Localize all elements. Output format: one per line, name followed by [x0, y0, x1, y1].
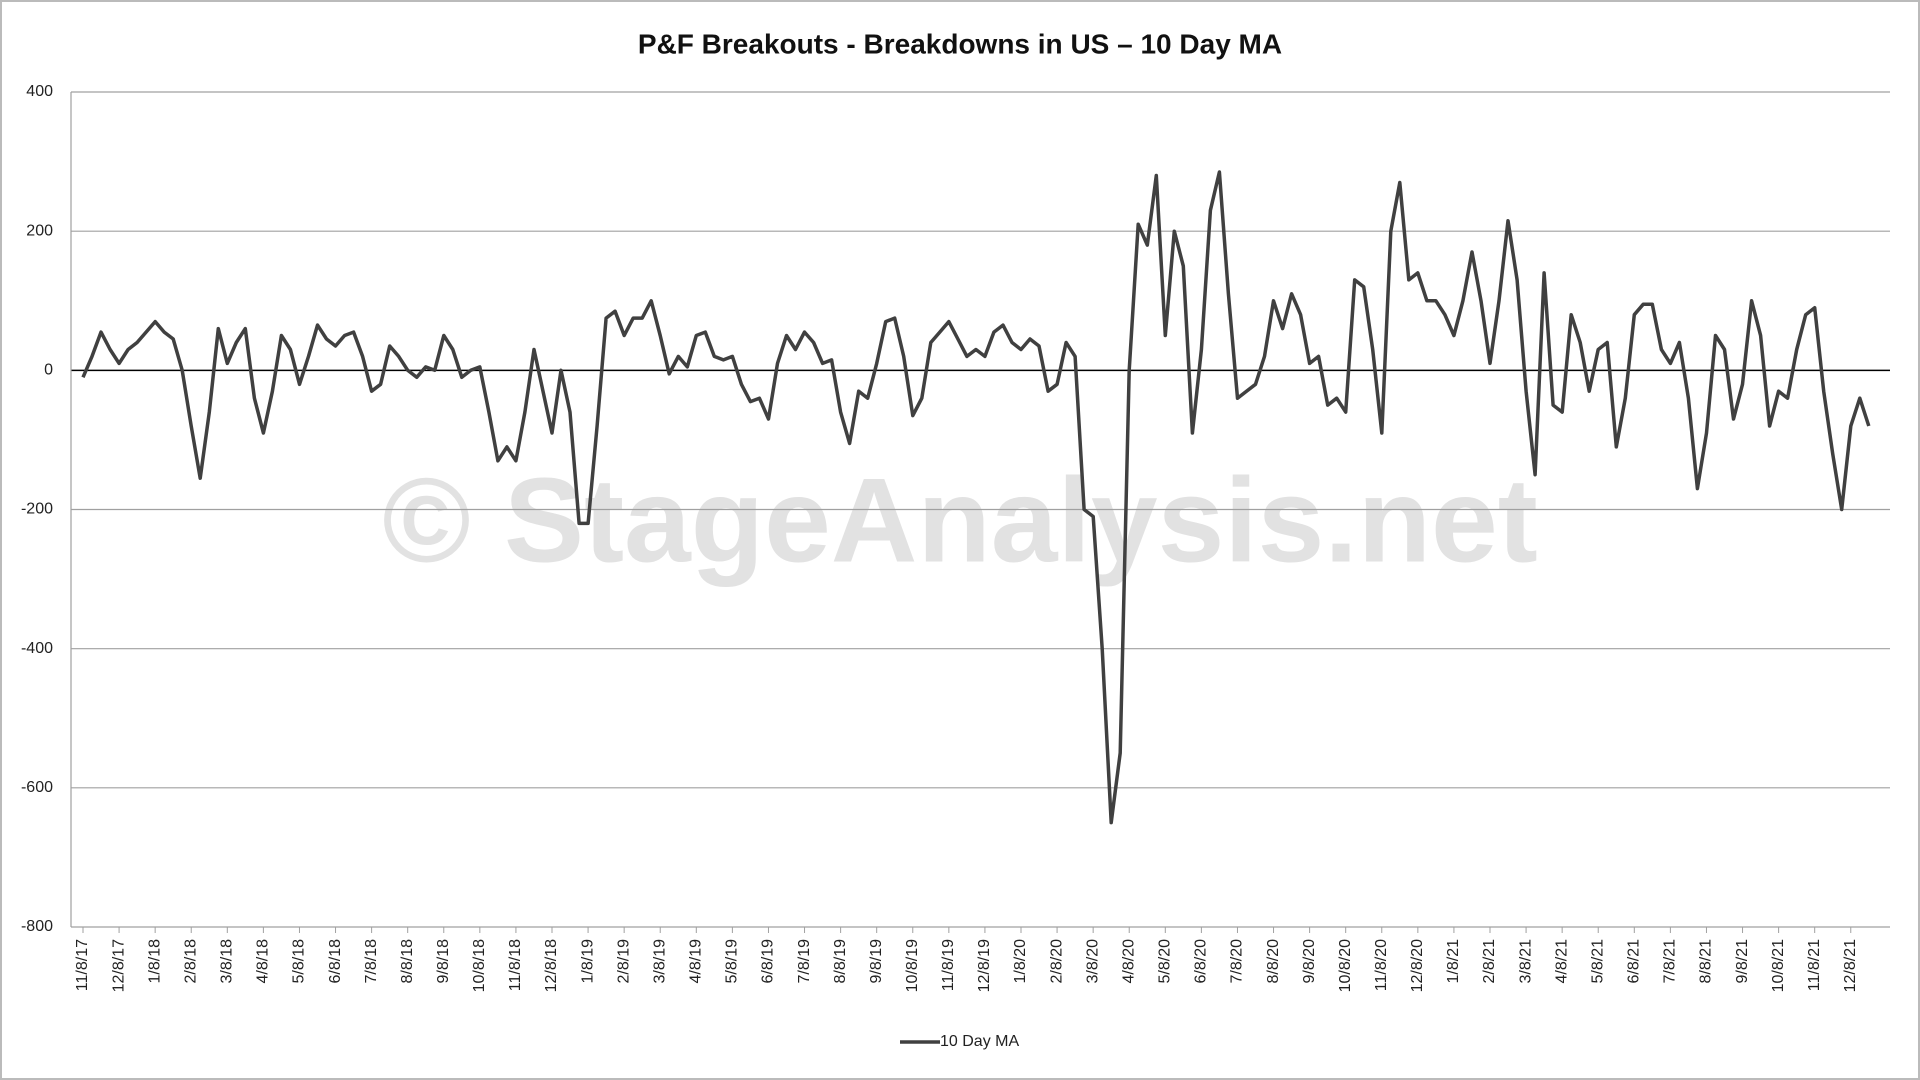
x-tick-label: 9/8/18: [435, 939, 452, 984]
x-tick-label: 12/8/17: [110, 939, 127, 992]
x-tick-label: 1/8/20: [1012, 939, 1029, 984]
legend-label: 10 Day MA: [940, 1033, 1019, 1050]
x-tick-label: 9/8/19: [868, 939, 885, 984]
y-tick-label: 200: [26, 222, 53, 239]
y-tick-label: -400: [21, 640, 53, 657]
x-tick-label: 5/8/19: [724, 939, 741, 984]
x-tick-label: 2/8/21: [1481, 939, 1498, 984]
x-tick-label: 8/8/18: [399, 939, 416, 984]
x-tick-label: 6/8/21: [1626, 939, 1643, 984]
x-tick-label: 2/8/18: [182, 939, 199, 984]
x-tick-label: 8/8/20: [1265, 939, 1282, 984]
x-tick-label: 3/8/21: [1517, 939, 1534, 984]
x-tick-label: 4/8/19: [688, 939, 705, 984]
x-tick-label: 2/8/19: [615, 939, 632, 984]
y-tick-label: -200: [21, 501, 53, 518]
watermark: © StageAnalysis.net: [382, 454, 1537, 588]
x-tick-label: 6/8/20: [1193, 939, 1210, 984]
x-tick-label: 7/8/20: [1229, 939, 1246, 984]
x-tick-label: 11/8/17: [74, 939, 91, 991]
x-tick-label: 12/8/20: [1409, 939, 1426, 992]
x-tick-label: 10/8/20: [1337, 939, 1354, 992]
x-tick-label: 4/8/18: [255, 939, 272, 984]
x-tick-label: 1/8/21: [1445, 939, 1462, 984]
x-tick-label: 7/8/21: [1662, 939, 1679, 984]
x-tick-label: 12/8/19: [976, 939, 993, 992]
x-tick-label: 6/8/18: [327, 939, 344, 984]
x-tick-label: 12/8/21: [1842, 939, 1859, 992]
x-tick-label: 11/8/19: [940, 939, 957, 991]
x-tick-label: 2/8/20: [1048, 939, 1065, 984]
x-tick-label: 5/8/20: [1157, 939, 1174, 984]
x-tick-label: 3/8/20: [1084, 939, 1101, 984]
x-tick-label: 11/8/20: [1373, 939, 1390, 991]
x-tick-label: 1/8/19: [579, 939, 596, 984]
x-tick-label: 4/8/20: [1120, 939, 1137, 984]
x-tick-label: 7/8/18: [363, 939, 380, 984]
x-tick-label: 1/8/18: [146, 939, 163, 984]
x-tick-label: 6/8/19: [760, 939, 777, 984]
x-tick-label: 5/8/18: [291, 939, 308, 984]
x-tick-label: 10/8/18: [471, 939, 488, 992]
x-tick-label: 11/8/18: [507, 939, 524, 991]
x-tick-label: 9/8/20: [1301, 939, 1318, 984]
y-tick-label: 400: [26, 83, 53, 100]
chart-title: P&F Breakouts - Breakdowns in US – 10 Da…: [638, 28, 1282, 59]
x-tick-label: 10/8/19: [904, 939, 921, 992]
x-tick-label: 12/8/18: [543, 939, 560, 992]
y-tick-label: -800: [21, 918, 53, 935]
y-tick-label: 0: [44, 362, 53, 379]
x-tick-label: 8/8/19: [832, 939, 849, 984]
x-tick-label: 9/8/21: [1734, 939, 1751, 984]
x-tick-label: 3/8/18: [219, 939, 236, 984]
x-tick-label: 8/8/21: [1698, 939, 1715, 984]
x-tick-label: 10/8/21: [1770, 939, 1787, 992]
x-tick-label: 5/8/21: [1589, 939, 1606, 984]
x-tick-label: 4/8/21: [1553, 939, 1570, 984]
x-tick-label: 3/8/19: [651, 939, 668, 984]
data-line: [81, 170, 1871, 825]
x-tick-label: 11/8/21: [1806, 939, 1823, 991]
x-tick-label: 7/8/19: [796, 939, 813, 984]
y-tick-label: -600: [21, 779, 53, 796]
